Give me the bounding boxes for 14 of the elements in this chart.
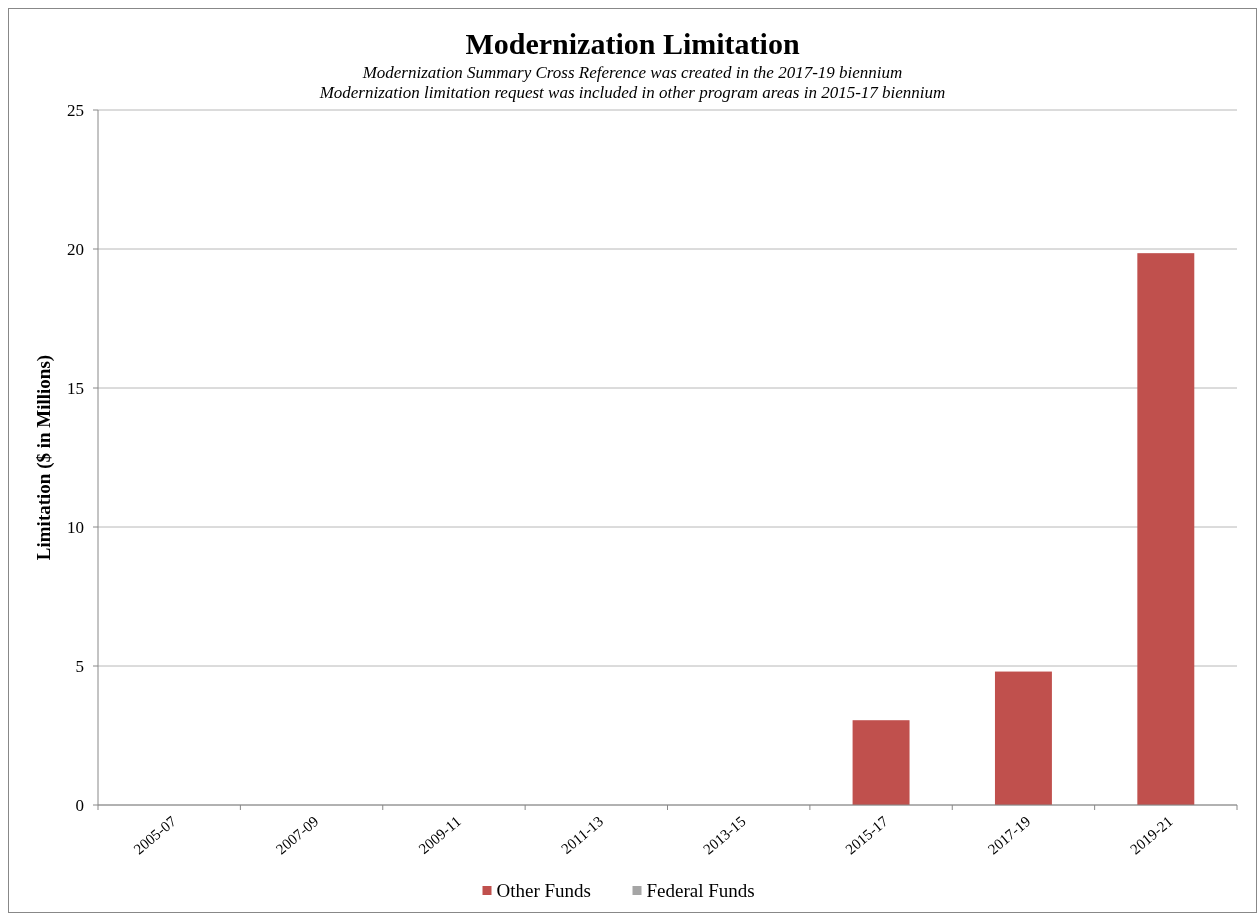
y-tick-label: 25 (67, 100, 84, 120)
y-tick-label: 20 (67, 239, 84, 259)
bar (1137, 253, 1195, 805)
bar (852, 720, 910, 805)
y-tick-label: 15 (67, 378, 84, 398)
y-tick-label: 5 (75, 656, 84, 676)
chart-subtitle: Modernization Summary Cross Reference was created in the 2017-19 biennium Modernization limitation request was included in other program areas in 2015-17 biennium (318, 63, 946, 102)
y-tick-label: 0 (75, 795, 84, 815)
bar (994, 671, 1052, 805)
y-tick-label: 10 (67, 517, 84, 537)
legend-label: Other Funds (496, 880, 591, 901)
legend-label: Federal Funds (646, 880, 755, 901)
y-axis-title: Limitation ($ in Millions) (33, 354, 55, 561)
chart-title: Modernization Limitation (465, 27, 800, 60)
